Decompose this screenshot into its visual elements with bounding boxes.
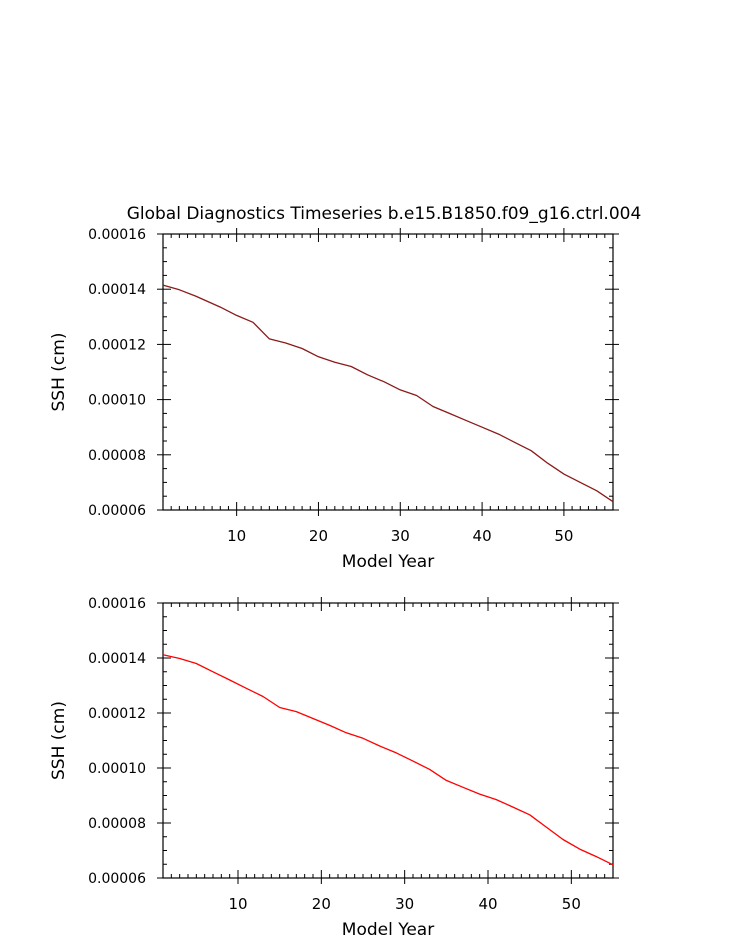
x-tick-label: 10: [228, 895, 247, 913]
y-tick-label: 0.00016: [88, 227, 146, 243]
y-tick-label: 0.00008: [88, 448, 146, 464]
x-tick-label: 40: [473, 527, 492, 545]
figure-title: Global Diagnostics Timeseries b.e15.B185…: [127, 204, 642, 224]
x-tick-label: 30: [391, 527, 410, 545]
y-tick-label: 0.00014: [88, 651, 146, 667]
series-line: [162, 284, 614, 503]
y-tick-label: 0.00010: [88, 393, 146, 409]
plot-frame: [162, 602, 614, 879]
x-tick-label: 10: [227, 527, 246, 545]
x-tick-label: 40: [478, 895, 497, 913]
series-line: [162, 654, 614, 866]
y-tick-label: 0.00008: [88, 816, 146, 832]
x-tick-label: 20: [312, 895, 331, 913]
y-axis-label: SSH (cm): [49, 333, 69, 412]
bottom-panel: 10 20 30 40 50 0.00006 0.00008 0.00010 0.00012 0.…: [49, 596, 619, 940]
x-axis-label: Model Year: [342, 552, 434, 572]
y-tick-label: 0.00006: [88, 503, 146, 519]
y-tick-label: 0.00012: [88, 337, 146, 353]
y-axis-label: SSH (cm): [49, 701, 69, 780]
x-tick-label: 50: [554, 527, 573, 545]
y-tick-label: 0.00016: [88, 596, 146, 612]
y-tick-label: 0.00012: [88, 706, 146, 722]
x-tick-label: 50: [562, 895, 581, 913]
x-tick-label: 20: [309, 527, 328, 545]
y-tick-label: 0.00006: [88, 871, 146, 887]
top-panel: 10 20 30 40 50 0.00006 0.00008 0.00010 0.00012 0.…: [49, 227, 619, 572]
plot-frame: [162, 233, 614, 511]
x-axis-label: Model Year: [342, 920, 434, 940]
y-tick-label: 0.00010: [88, 761, 146, 777]
x-tick-label: 30: [395, 895, 414, 913]
y-tick-label: 0.00014: [88, 282, 146, 298]
